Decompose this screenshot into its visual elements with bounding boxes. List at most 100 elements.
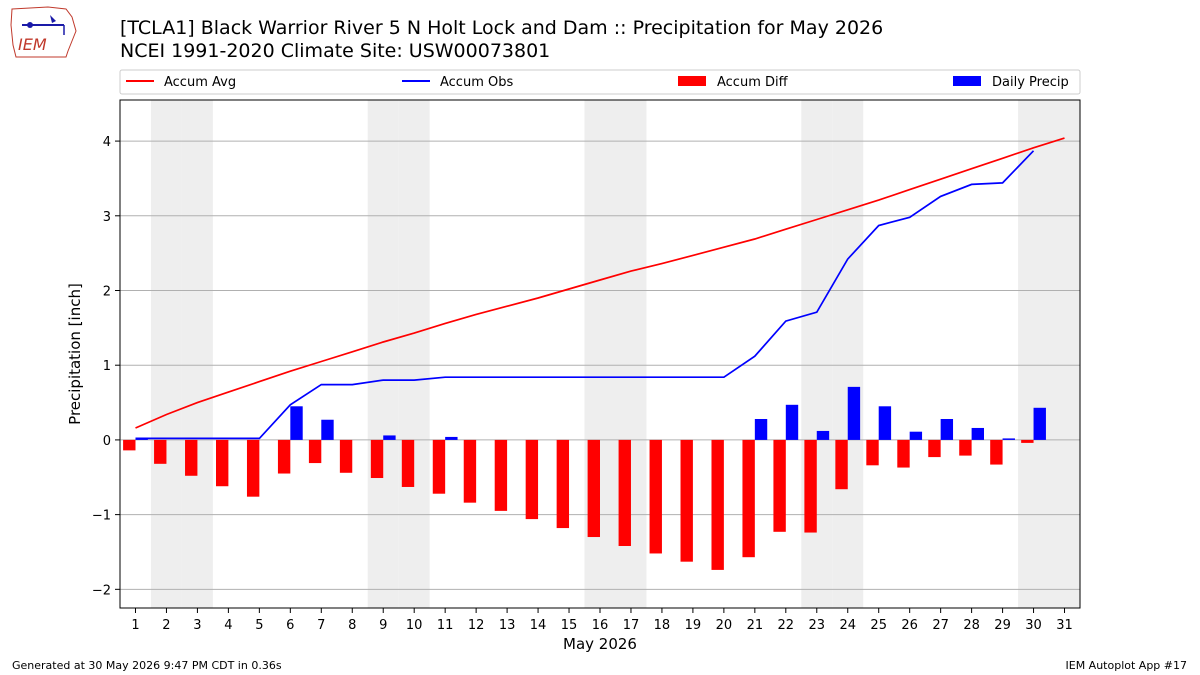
accum-diff-bar-21 xyxy=(742,439,755,558)
accum-diff-bar-10 xyxy=(401,439,415,487)
x-tick-label: 2 xyxy=(162,618,170,633)
x-tick-label: 19 xyxy=(685,618,702,633)
footer-generated: Generated at 30 May 2026 9:47 PM CDT in … xyxy=(12,659,282,672)
daily-precip-bar-25 xyxy=(878,406,892,440)
weekend-shade-day-2 xyxy=(150,100,182,608)
accum-diff-bar-25 xyxy=(866,439,879,466)
x-tick-label: 27 xyxy=(932,618,949,633)
accum-diff-bar-9 xyxy=(370,439,384,479)
daily-precip-bar-30 xyxy=(1033,407,1046,440)
footer-app: IEM Autoplot App #17 xyxy=(1065,659,1188,672)
x-tick-label: 9 xyxy=(379,618,387,633)
accum-diff-bar-26 xyxy=(897,439,910,468)
x-tick-label: 25 xyxy=(870,618,887,633)
weekend-shade-day-31 xyxy=(1049,100,1080,608)
accum-diff-bar-3 xyxy=(185,439,198,476)
x-tick-label: 23 xyxy=(809,618,826,633)
legend-label-accum-obs: Accum Obs xyxy=(440,75,513,90)
x-tick-label: 5 xyxy=(255,618,263,633)
daily-precip-bar-9 xyxy=(383,435,396,440)
accum-diff-bar-14 xyxy=(525,439,539,520)
x-tick-label: 28 xyxy=(963,618,980,633)
x-axis-label: May 2026 xyxy=(563,635,637,653)
accum-obs-line xyxy=(135,150,1035,440)
accum-diff-bar-28 xyxy=(959,439,972,456)
x-tick-label: 17 xyxy=(623,618,640,633)
accum-diff-bar-20 xyxy=(711,439,724,570)
accum-diff-bar-24 xyxy=(835,439,848,490)
daily-precip-bar-22 xyxy=(785,404,799,440)
accum-diff-bar-6 xyxy=(277,439,291,474)
title-line-2: NCEI 1991-2020 Climate Site: USW00073801 xyxy=(120,40,551,62)
x-tick-label: 21 xyxy=(747,618,764,633)
accum-diff-bar-22 xyxy=(773,439,786,532)
daily-precip-bar-23 xyxy=(816,430,830,440)
accum-diff-bar-29 xyxy=(990,439,1003,465)
chart-title: [TCLA1] Black Warrior River 5 N Holt Loc… xyxy=(120,17,883,63)
accum-diff-bar-19 xyxy=(680,439,693,562)
weekend-shade-day-24 xyxy=(832,100,864,608)
x-tick-label: 13 xyxy=(499,618,516,633)
accum-diff-bar-11 xyxy=(432,439,446,494)
y-tick-label: −2 xyxy=(92,583,111,598)
accum-diff-bar-16 xyxy=(587,439,600,538)
x-tick-label: 3 xyxy=(193,618,201,633)
daily-precip-bar-11 xyxy=(445,436,458,440)
accum-diff-bar-4 xyxy=(216,439,229,487)
accum-diff-bar-7 xyxy=(308,439,322,464)
iem-logo-icon: IEM xyxy=(10,6,77,58)
weekend-shading xyxy=(150,100,1080,608)
y-tick-label: 3 xyxy=(103,210,111,225)
legend-label-accum-avg: Accum Avg xyxy=(164,75,236,90)
x-tick-label: 14 xyxy=(530,618,547,633)
x-tick-label: 1 xyxy=(131,618,139,633)
accum-diff-bar-13 xyxy=(494,439,508,511)
lines xyxy=(135,137,1065,440)
legend-swatch-daily-precip xyxy=(953,76,981,86)
accum-diff-bar-12 xyxy=(463,439,477,503)
accum-diff-bar-8 xyxy=(339,439,353,473)
bars xyxy=(123,386,1046,570)
legend-swatch-accum-diff xyxy=(678,76,706,86)
accum-diff-bar-15 xyxy=(556,439,570,529)
y-tick-label: −1 xyxy=(92,509,111,524)
accum-diff-bar-17 xyxy=(618,439,631,546)
legend-label-accum-diff: Accum Diff xyxy=(717,75,789,90)
x-tick-label: 22 xyxy=(778,618,795,633)
accum-diff-bar-1 xyxy=(123,439,136,451)
daily-precip-bar-29 xyxy=(1002,438,1015,440)
x-tick-label: 16 xyxy=(592,618,609,633)
x-tick-label: 26 xyxy=(901,618,918,633)
x-tick-label: 6 xyxy=(286,618,294,633)
daily-precip-bar-27 xyxy=(940,418,954,440)
legend: Accum Avg Accum Obs Accum Diff Daily Precip xyxy=(119,69,1081,95)
x-tick-label: 20 xyxy=(716,618,733,633)
title-line-1: [TCLA1] Black Warrior River 5 N Holt Loc… xyxy=(120,17,884,39)
daily-precip-bar-24 xyxy=(847,386,861,440)
daily-precip-bar-26 xyxy=(909,431,923,440)
x-tick-label: 4 xyxy=(224,618,232,633)
x-tick-label: 12 xyxy=(468,618,485,633)
legend-label-daily-precip: Daily Precip xyxy=(992,75,1069,90)
accum-diff-bar-27 xyxy=(928,439,941,458)
y-tick-label: 0 xyxy=(103,434,111,449)
accum-diff-bar-18 xyxy=(649,439,662,554)
weekend-shade-day-10 xyxy=(398,100,430,608)
weekend-shade-day-9 xyxy=(367,100,399,608)
x-tick-label: 15 xyxy=(561,618,578,633)
x-tick-label: 31 xyxy=(1056,618,1073,633)
accum-avg-line xyxy=(135,137,1065,429)
daily-precip-bar-6 xyxy=(290,406,303,440)
x-tick-label: 29 xyxy=(994,618,1011,633)
y-tick-label: 4 xyxy=(103,135,111,150)
accum-diff-bar-2 xyxy=(154,439,167,464)
daily-precip-bar-28 xyxy=(971,427,984,440)
y-tick-label: 1 xyxy=(103,359,111,374)
x-tick-label: 18 xyxy=(654,618,671,633)
accum-diff-bar-30 xyxy=(1021,439,1034,443)
legend-box xyxy=(119,69,1081,95)
x-tick-label: 8 xyxy=(348,618,356,633)
weekend-shade-day-3 xyxy=(181,100,213,608)
